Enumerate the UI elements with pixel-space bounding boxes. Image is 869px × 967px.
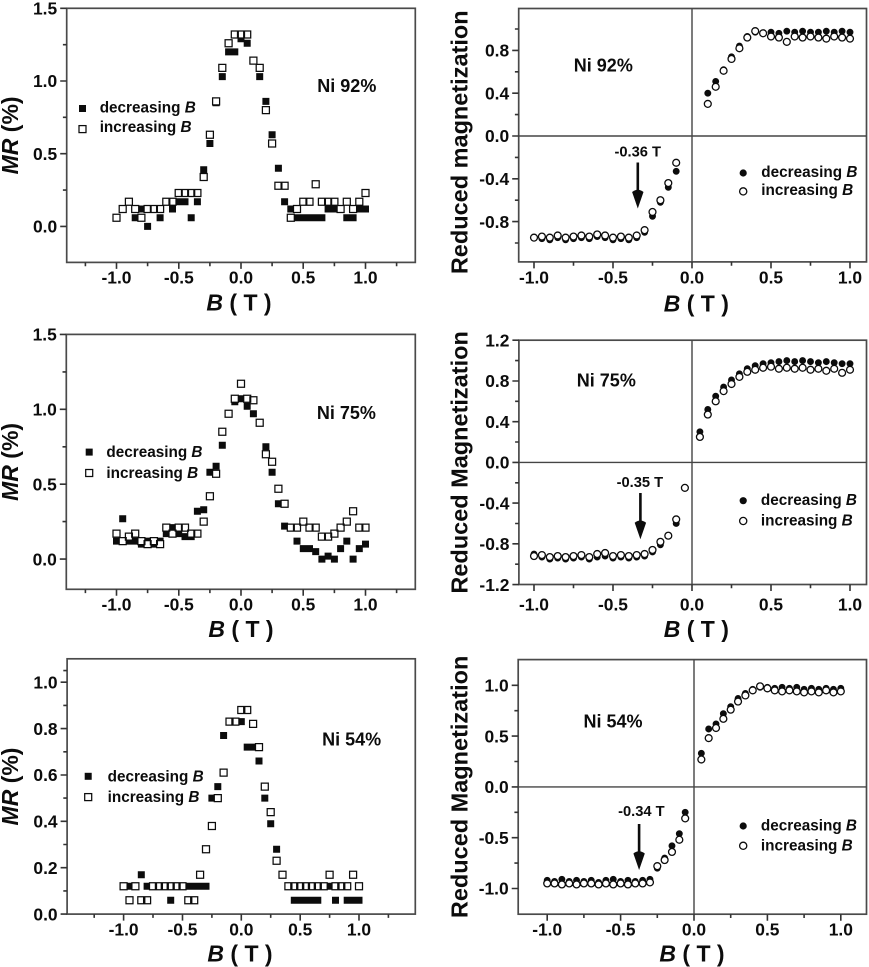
svg-text:0.0: 0.0 (485, 126, 509, 146)
svg-text:MR (%): MR (%) (0, 96, 23, 174)
svg-text:0.5: 0.5 (288, 920, 313, 940)
svg-text:1.0: 1.0 (353, 595, 377, 615)
svg-text:Reduced Magnetization: Reduced Magnetization (446, 656, 472, 918)
svg-text:0.4: 0.4 (33, 812, 58, 832)
svg-text:0.5: 0.5 (291, 595, 316, 615)
svg-text:0.8: 0.8 (485, 41, 510, 61)
svg-text:1.0: 1.0 (33, 400, 57, 420)
svg-text:-0.5: -0.5 (168, 920, 198, 940)
svg-text:0.0: 0.0 (680, 595, 704, 615)
svg-text:decreasing B: decreasing B (761, 817, 857, 834)
svg-text:0.8: 0.8 (33, 719, 58, 739)
svg-text:MR (%): MR (%) (0, 423, 23, 501)
svg-text:1.2: 1.2 (485, 330, 509, 350)
svg-text:0.5: 0.5 (33, 144, 58, 164)
svg-text:0.0: 0.0 (33, 217, 57, 237)
svg-text:-0.5: -0.5 (479, 828, 509, 848)
svg-text:Ni 54%: Ni 54% (584, 712, 643, 732)
svg-text:Ni 92%: Ni 92% (317, 76, 376, 96)
svg-text:1.0: 1.0 (353, 268, 377, 288)
svg-text:0.2: 0.2 (33, 858, 57, 878)
svg-text:1.0: 1.0 (347, 920, 371, 940)
svg-text:increasing B: increasing B (100, 119, 192, 136)
svg-text:1.5: 1.5 (33, 0, 58, 19)
svg-text:increasing B: increasing B (761, 182, 853, 199)
svg-text:-1.0: -1.0 (532, 920, 562, 940)
svg-text:increasing B: increasing B (108, 789, 200, 806)
svg-text:B ( T ): B ( T ) (208, 616, 273, 642)
svg-text:-1.0: -1.0 (519, 595, 549, 615)
svg-text:0.8: 0.8 (485, 371, 510, 391)
svg-text:increasing B: increasing B (761, 512, 853, 529)
svg-text:1.0: 1.0 (838, 268, 862, 288)
svg-text:1.0: 1.0 (829, 920, 853, 940)
svg-text:Ni 75%: Ni 75% (317, 403, 376, 423)
svg-text:B ( T ): B ( T ) (664, 616, 729, 642)
svg-text:B ( T ): B ( T ) (206, 289, 271, 315)
svg-text:-0.4: -0.4 (479, 169, 509, 189)
svg-text:0.6: 0.6 (33, 765, 58, 785)
svg-text:0.0: 0.0 (485, 453, 509, 473)
svg-text:-0.8: -0.8 (479, 534, 509, 554)
svg-text:-0.5: -0.5 (164, 268, 194, 288)
svg-text:-0.35 T: -0.35 T (617, 475, 664, 491)
svg-text:-1.0: -1.0 (519, 268, 549, 288)
svg-text:increasing B: increasing B (106, 465, 198, 482)
svg-text:-0.36 T: -0.36 T (615, 144, 662, 160)
svg-text:1.0: 1.0 (33, 71, 57, 91)
svg-text:-0.5: -0.5 (164, 595, 194, 615)
svg-text:-0.5: -0.5 (598, 268, 628, 288)
svg-text:decreasing B: decreasing B (106, 444, 202, 461)
svg-text:Ni 54%: Ni 54% (322, 730, 381, 750)
svg-text:0.4: 0.4 (485, 83, 510, 103)
svg-text:0.5: 0.5 (759, 268, 784, 288)
svg-text:Ni 92%: Ni 92% (574, 56, 633, 76)
svg-text:0.0: 0.0 (682, 920, 706, 940)
svg-text:1.0: 1.0 (485, 676, 509, 696)
svg-text:-1.0: -1.0 (109, 920, 139, 940)
svg-text:0.0: 0.0 (33, 904, 57, 924)
svg-text:Ni 75%: Ni 75% (577, 371, 636, 391)
svg-text:Reduced magnetization: Reduced magnetization (446, 10, 472, 274)
svg-text:0.0: 0.0 (33, 549, 57, 569)
svg-text:decreasing B: decreasing B (100, 100, 196, 117)
svg-text:decreasing B: decreasing B (761, 164, 857, 181)
svg-text:Reduced Magnetization: Reduced Magnetization (446, 331, 472, 593)
svg-text:-1.0: -1.0 (102, 595, 132, 615)
svg-text:-1.2: -1.2 (479, 575, 509, 595)
svg-text:1.0: 1.0 (33, 672, 57, 692)
svg-text:0.5: 0.5 (759, 595, 784, 615)
svg-text:0.5: 0.5 (755, 920, 780, 940)
svg-text:0.4: 0.4 (485, 412, 510, 432)
svg-text:MR (%): MR (%) (0, 748, 23, 826)
svg-text:0.0: 0.0 (229, 595, 253, 615)
svg-text:B ( T ): B ( T ) (207, 940, 272, 966)
svg-text:B ( T ): B ( T ) (659, 940, 724, 966)
svg-text:-0.8: -0.8 (479, 212, 509, 232)
svg-text:decreasing B: decreasing B (761, 492, 857, 509)
svg-text:0.0: 0.0 (229, 920, 253, 940)
svg-text:B ( T ): B ( T ) (664, 290, 729, 316)
svg-text:0.5: 0.5 (33, 474, 58, 494)
svg-text:-0.34 T: -0.34 T (618, 804, 665, 820)
svg-text:-0.5: -0.5 (598, 595, 628, 615)
svg-text:decreasing B: decreasing B (108, 768, 204, 785)
svg-text:-0.4: -0.4 (479, 493, 509, 513)
svg-text:1.5: 1.5 (33, 325, 58, 345)
svg-text:0.0: 0.0 (485, 777, 509, 797)
svg-text:0.0: 0.0 (680, 268, 704, 288)
svg-text:-1.0: -1.0 (479, 879, 509, 899)
svg-text:0.5: 0.5 (291, 268, 316, 288)
svg-text:0.0: 0.0 (229, 268, 253, 288)
svg-text:increasing B: increasing B (761, 837, 853, 854)
svg-text:1.0: 1.0 (838, 595, 862, 615)
svg-text:0.5: 0.5 (485, 726, 510, 746)
svg-text:-1.0: -1.0 (102, 268, 132, 288)
svg-text:-0.5: -0.5 (606, 920, 636, 940)
